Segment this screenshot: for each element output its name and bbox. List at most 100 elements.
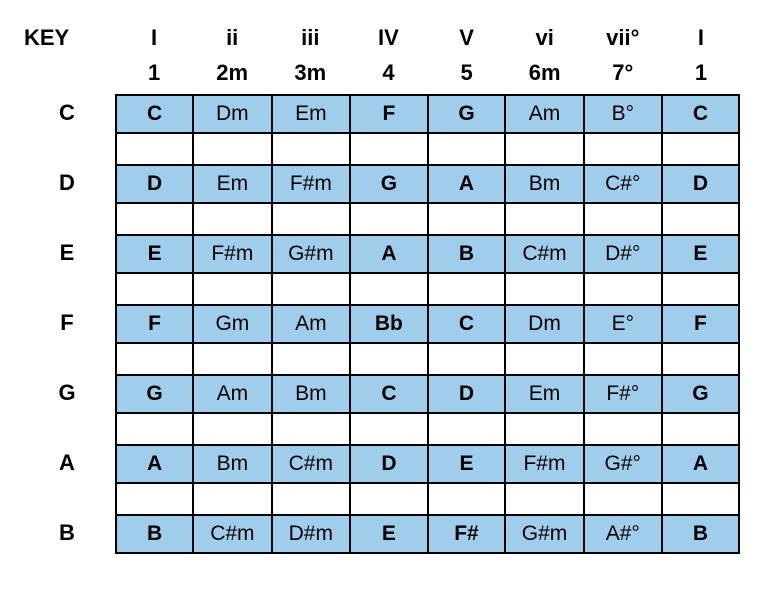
chord-cell: G (662, 375, 739, 413)
spacer-cell (584, 413, 662, 445)
chord-cell: Am (193, 375, 271, 413)
row-key-label: E (47, 240, 87, 266)
chord-cell: F (350, 95, 428, 133)
chord-cell: C (350, 375, 428, 413)
chord-cell: F (662, 305, 739, 343)
spacer-cell (193, 273, 271, 305)
chord-cell: E (428, 445, 506, 483)
chord-cell: D#° (584, 235, 662, 273)
chord-cell: F#° (584, 375, 662, 413)
spacer-cell (428, 273, 506, 305)
table-row: EEF#mG#mABC#mD#°E (116, 235, 739, 273)
spacer-cell (350, 133, 428, 165)
spacer-cell (505, 203, 583, 235)
col-numeral: vii° (606, 20, 639, 55)
spacer-cell (428, 203, 506, 235)
chord-cell: C#m (193, 515, 271, 553)
chord-cell: EE (116, 235, 193, 273)
chord-cell: G#m (272, 235, 350, 273)
spacer-cell (662, 413, 739, 445)
chord-cell: A (428, 165, 506, 203)
spacer-cell (662, 343, 739, 375)
table-row: AABmC#mDEF#mG#°A (116, 445, 739, 483)
spacer-cell (116, 203, 193, 235)
spacer-cell (272, 203, 350, 235)
spacer-cell (116, 273, 193, 305)
chord-cell: G (428, 95, 506, 133)
spacer-cell (350, 413, 428, 445)
chord-cell: D#m (272, 515, 350, 553)
row-key-label: B (47, 520, 87, 546)
chord-cell: C (428, 305, 506, 343)
spacer-cell (193, 203, 271, 235)
spacer-row (116, 203, 739, 235)
row-key-label: C (47, 100, 87, 126)
spacer-cell (505, 273, 583, 305)
row-key-label: F (47, 310, 87, 336)
chord-cell: Dm (505, 305, 583, 343)
spacer-row (116, 343, 739, 375)
spacer-cell (350, 273, 428, 305)
chord-cell: Gm (193, 305, 271, 343)
chord-cell: Dm (193, 95, 271, 133)
header-row: KEY I1 ii2m iii3m IV4 V5 vi6m vii°7° I1 (20, 20, 740, 90)
key-label: KEY (24, 20, 69, 55)
chord-cell: G#° (584, 445, 662, 483)
spacer-cell (272, 273, 350, 305)
spacer-cell (193, 413, 271, 445)
spacer-cell (350, 203, 428, 235)
spacer-cell (272, 343, 350, 375)
spacer-row (116, 413, 739, 445)
chord-cell: Am (272, 305, 350, 343)
chord-cell: E (662, 235, 739, 273)
chord-cell: G (350, 165, 428, 203)
chord-cell: C (662, 95, 739, 133)
chord-cell: Bm (193, 445, 271, 483)
spacer-cell (428, 413, 506, 445)
chord-cell: Bm (505, 165, 583, 203)
spacer-cell (116, 133, 193, 165)
row-key-label: G (47, 380, 87, 406)
chord-cell: Am (505, 95, 583, 133)
chord-cell: B (428, 235, 506, 273)
spacer-cell (116, 483, 193, 515)
table-row: DDEmF#mGABmC#°D (116, 165, 739, 203)
chord-cell: F# (428, 515, 506, 553)
spacer-cell (505, 343, 583, 375)
chord-cell: Em (505, 375, 583, 413)
spacer-cell (584, 273, 662, 305)
col-num: 6m (529, 55, 561, 90)
col-numeral: ii (226, 20, 238, 55)
col-numeral: I (698, 20, 704, 55)
row-key-label: A (47, 450, 87, 476)
spacer-cell (662, 133, 739, 165)
chord-cell: GG (116, 375, 193, 413)
chord-cell: D (350, 445, 428, 483)
spacer-cell (272, 133, 350, 165)
col-num: 3m (294, 55, 326, 90)
col-num: 7° (612, 55, 633, 90)
col-num: 5 (460, 55, 472, 90)
spacer-cell (350, 483, 428, 515)
col-num: 2m (216, 55, 248, 90)
chord-cell: A#° (584, 515, 662, 553)
col-num: 1 (695, 55, 707, 90)
chord-cell: AA (116, 445, 193, 483)
spacer-cell (193, 483, 271, 515)
table-row: FFGmAmBbCDmE°F (116, 305, 739, 343)
chord-cell: Em (193, 165, 271, 203)
chord-cell: A (350, 235, 428, 273)
spacer-cell (505, 483, 583, 515)
chord-cell: Em (272, 95, 350, 133)
spacer-cell (505, 133, 583, 165)
chord-cell: DD (116, 165, 193, 203)
row-key-label: D (47, 170, 87, 196)
chord-cell: D (428, 375, 506, 413)
spacer-cell (428, 133, 506, 165)
spacer-cell (505, 413, 583, 445)
spacer-cell (193, 343, 271, 375)
spacer-row (116, 273, 739, 305)
table-row: CCDmEmFGAmB°C (116, 95, 739, 133)
table-row: GGAmBmCDEmF#°G (116, 375, 739, 413)
col-numeral: V (459, 20, 474, 55)
